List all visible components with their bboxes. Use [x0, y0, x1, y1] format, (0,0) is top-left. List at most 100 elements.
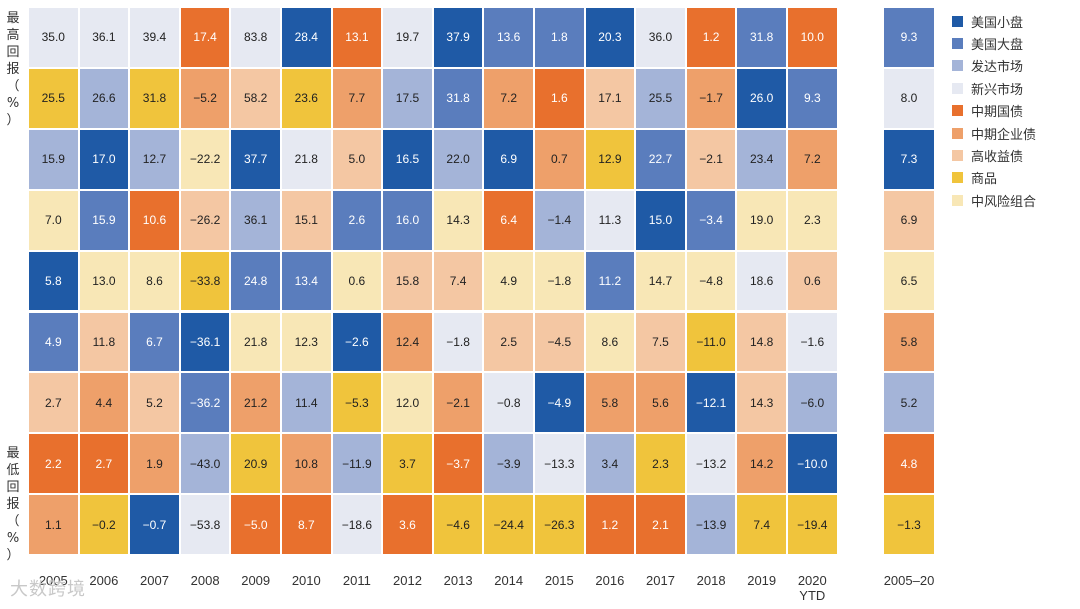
heatmap-cell: 10.8 — [282, 434, 331, 494]
heatmap-cell: 11.3 — [585, 190, 635, 250]
legend-swatch — [952, 15, 963, 27]
x-tick-year: 2019 — [747, 573, 777, 588]
heatmap-cell: 0.6 — [788, 251, 837, 311]
heatmap-cell: 1.2 — [585, 495, 635, 555]
legend-item: 中风险组合 — [952, 189, 1036, 211]
heatmap-cell: −3.4 — [686, 190, 736, 250]
heatmap-cell: 22.0 — [433, 129, 483, 189]
legend-label: 中风险组合 — [971, 194, 1037, 210]
legend-item: 商品 — [952, 167, 1036, 189]
heatmap-cell: −3.9 — [484, 434, 533, 494]
heatmap-cell: 4.9 — [29, 312, 78, 372]
heatmap-cell: −26.3 — [535, 495, 584, 555]
heatmap-cell: 9.3 — [788, 68, 837, 128]
x-tick-label: 2015 — [530, 573, 588, 588]
heatmap-cell: −3.7 — [433, 434, 483, 494]
x-tick-label: 2006 — [75, 573, 133, 588]
heatmap-cell: −0.7 — [130, 495, 179, 555]
y-axis-label-char: 低 — [6, 463, 20, 478]
heatmap-cell: 19.7 — [383, 8, 432, 67]
heatmap-cell: 2.2 — [29, 434, 78, 494]
heatmap-cell: 13.6 — [484, 8, 533, 67]
heatmap-cell: 16.0 — [383, 190, 432, 250]
heatmap-cell: −2.1 — [433, 373, 483, 433]
x-tick-label: 2005–20 — [869, 573, 949, 588]
heatmap-cell: 31.8 — [433, 68, 483, 128]
legend-item: 美国大盘 — [952, 32, 1036, 54]
heatmap-cell: 18.6 — [737, 251, 786, 311]
y-axis-label-top: 最高回报 （% ） — [2, 10, 24, 129]
x-tick-year: 2020 — [797, 573, 827, 588]
heatmap-cell: 14.7 — [636, 251, 685, 311]
heatmap-cell: 25.5 — [636, 68, 685, 128]
legend-label: 新兴市场 — [971, 82, 1024, 98]
heatmap-cell: 20.9 — [231, 434, 280, 494]
heatmap-cell: 6.4 — [484, 190, 533, 250]
heatmap-cell: −2.1 — [686, 129, 736, 189]
heatmap-cell: 7.2 — [788, 129, 837, 189]
x-tick-sublabel: YTD — [799, 588, 826, 603]
heatmap-cell: 10.6 — [130, 190, 179, 250]
heatmap-cell: −4.6 — [433, 495, 483, 555]
heatmap-cell: 3.4 — [585, 434, 635, 494]
heatmap-cell: 17.5 — [383, 68, 432, 128]
heatmap-cell: 14.2 — [737, 434, 786, 494]
x-tick-label: 2012 — [379, 573, 437, 588]
legend-swatch — [952, 194, 963, 206]
heatmap-cell: 35.0 — [29, 8, 78, 67]
heatmap-cell: 7.5 — [636, 312, 685, 372]
heatmap-cell: 11.8 — [79, 312, 129, 372]
heatmap-cell: 5.2 — [884, 373, 934, 433]
heatmap-cell: −1.4 — [535, 190, 584, 250]
x-tick-year: 2011 — [342, 573, 371, 588]
heatmap-cell: −19.4 — [788, 495, 837, 555]
y-axis-label-char: （ — [6, 79, 20, 94]
legend-label: 商品 — [971, 172, 998, 188]
y-axis-label-char: 报 — [6, 62, 20, 77]
heatmap-cell: 2.7 — [79, 434, 129, 494]
y-axis-label-char: 最 — [6, 11, 20, 26]
heatmap-cell: 39.4 — [130, 8, 179, 67]
heatmap-cell: 15.9 — [29, 129, 78, 189]
x-tick-label: 2014 — [480, 573, 538, 588]
heatmap-cell: −26.2 — [180, 190, 230, 250]
heatmap-cell: 24.8 — [231, 251, 280, 311]
legend-label: 中期国债 — [971, 105, 1024, 121]
heatmap-cell: −13.9 — [686, 495, 736, 555]
heatmap-cell: 21.2 — [231, 373, 280, 433]
y-axis-label-char: 回 — [6, 45, 20, 60]
heatmap-cell: 17.0 — [79, 129, 129, 189]
heatmap-cell: 5.6 — [636, 373, 685, 433]
heatmap-cell: 1.8 — [535, 8, 584, 67]
legend-swatch — [952, 60, 963, 72]
heatmap-cell: −1.8 — [535, 251, 584, 311]
x-tick-year: 2016 — [595, 573, 625, 588]
heatmap-cell: 7.4 — [737, 495, 786, 555]
x-tick-year: 2005–20 — [883, 573, 935, 588]
x-tick-label: 2011 — [328, 573, 386, 588]
heatmap-cell: 37.7 — [231, 129, 280, 189]
heatmap-cell: 1.2 — [686, 8, 736, 67]
heatmap-cell: 7.0 — [29, 190, 78, 250]
watermark: 大数跨境 — [10, 579, 86, 600]
heatmap-cell: 23.6 — [282, 68, 331, 128]
x-tick-year: 2015 — [544, 573, 574, 588]
heatmap-cell: 12.9 — [585, 129, 635, 189]
legend-swatch — [952, 105, 963, 117]
heatmap-cell: 0.6 — [332, 251, 382, 311]
heatmap-cell: 20.3 — [585, 8, 635, 67]
heatmap-cell: 36.1 — [79, 8, 129, 67]
legend: 美国小盘 美国大盘 发达市场 新兴市场 中期国债 中期企业债 高收益债 商品 中风险组合 — [952, 10, 1036, 212]
heatmap-cell: 11.4 — [282, 373, 331, 433]
heatmap-cell: 6.7 — [130, 312, 179, 372]
y-axis-label-char: 最 — [6, 446, 20, 461]
heatmap-cell: 12.0 — [383, 373, 432, 433]
x-tick-label: 2005 — [24, 573, 82, 588]
legend-swatch — [952, 150, 963, 162]
x-tick-year: 2018 — [696, 573, 726, 588]
heatmap-cell: 22.7 — [636, 129, 685, 189]
heatmap-cell: 36.0 — [636, 8, 685, 67]
legend-swatch — [952, 38, 963, 50]
heatmap-cell: 14.3 — [433, 190, 483, 250]
